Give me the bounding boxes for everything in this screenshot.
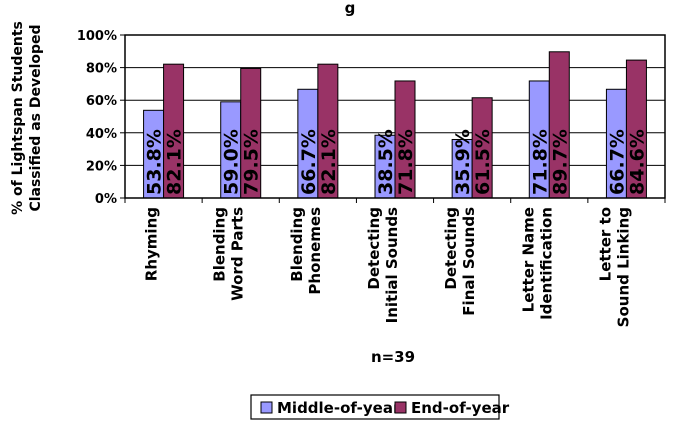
y-axis-label-line-1: % of Lightspan Students (10, 21, 26, 215)
category-label: Detecting (442, 207, 460, 290)
data-label: 66.7% (606, 129, 628, 195)
category-label: Final Sounds (460, 207, 478, 316)
category-label: Letter Name (519, 207, 537, 312)
data-label: 59.0% (221, 129, 243, 195)
category-labels: Rhyming Blending Word Parts Blending Phoneme… (124, 198, 666, 327)
category-label: Word Parts (229, 207, 247, 301)
data-label: 38.5% (375, 129, 397, 195)
data-label: 61.5% (472, 129, 494, 195)
legend-swatch-middle-of-year (260, 401, 273, 414)
data-label: 79.5% (241, 129, 263, 195)
data-label: 89.7% (549, 129, 571, 195)
data-label: 82.1% (318, 129, 340, 195)
y-tick-label: 40% (86, 127, 117, 142)
category-label: Blending (211, 207, 229, 282)
legend: Middle-of-year End-of-year (250, 394, 510, 420)
y-tick-labels: 0% 20% 40% 60% 80% 100% (77, 29, 117, 207)
data-label: 35.9% (452, 129, 474, 195)
category-label: Rhyming (143, 207, 161, 281)
category-label: Letter to (596, 207, 614, 281)
legend-label-middle-of-year: Middle-of-year (277, 399, 401, 417)
y-tick-label: 0% (95, 192, 117, 207)
y-tick-label: 20% (86, 159, 117, 174)
legend-label-end-of-year: End-of-year (411, 399, 510, 417)
category-label: Blending (288, 207, 306, 282)
category-label: Phonemes (306, 207, 324, 295)
category-label: Sound Linking (614, 207, 632, 327)
y-tick-label: 80% (86, 62, 117, 77)
category-label: Detecting (365, 207, 383, 290)
legend-swatch-end-of-year (394, 401, 407, 414)
data-label: 84.6% (626, 129, 648, 195)
legend-frame (250, 394, 500, 420)
category-label: Identification (537, 207, 555, 320)
y-tick-label: 60% (86, 94, 117, 109)
data-label: 66.7% (298, 129, 320, 195)
data-label: 71.8% (395, 129, 417, 195)
y-axis-label-line-2: Classified as Developed (28, 24, 44, 211)
y-tick-label: 100% (77, 29, 117, 44)
data-label: 71.8% (529, 129, 551, 195)
category-label: Initial Sounds (383, 207, 401, 323)
data-label: 53.8% (144, 129, 166, 195)
plot-frame (124, 34, 666, 199)
bars: 53.8%82.1% 59.0%79.5% 66.7%82.1% 38.5%71.8%… (143, 51, 648, 199)
data-label: 82.1% (164, 129, 186, 195)
chart-title-fragment: g (345, 0, 356, 17)
x-axis-label: n=39 (371, 348, 415, 366)
